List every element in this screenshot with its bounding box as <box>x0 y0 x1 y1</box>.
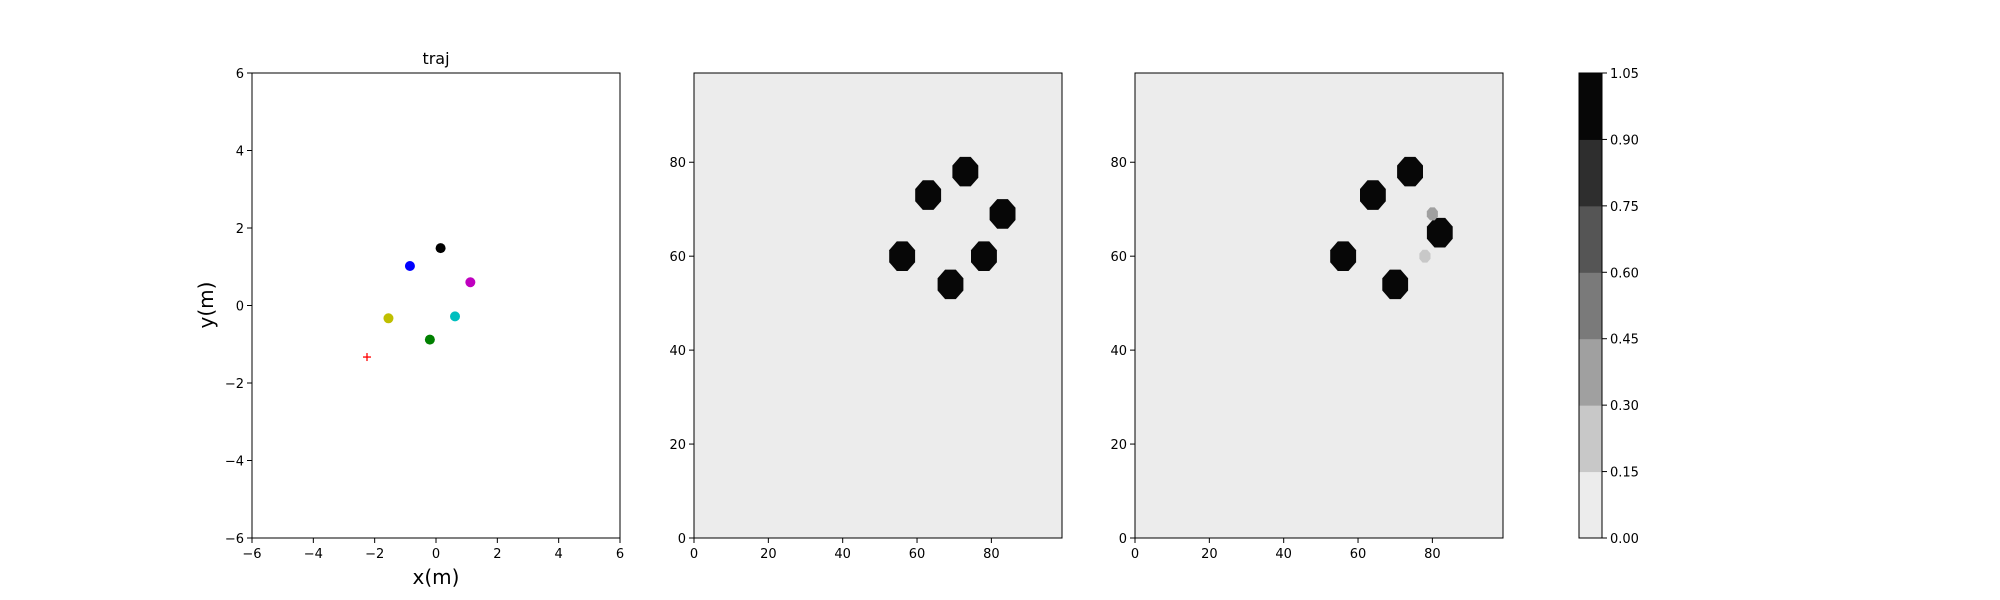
map-2-obstacle-blob <box>1397 156 1423 187</box>
map-1-frame <box>693 72 1063 539</box>
agent-point <box>383 313 394 324</box>
map-1-y-tick-label: 60 <box>669 250 686 265</box>
x-axis-label: x(m) <box>413 565 460 589</box>
map-1-obstacle-blob <box>937 269 964 300</box>
trajectory-y-tick-label: 2 <box>236 222 244 237</box>
colorbar-tick-label: 1.05 <box>1610 67 1639 82</box>
colorbar-segment <box>1579 471 1602 539</box>
map-2-y-tick-label: 60 <box>1110 250 1127 265</box>
map-1-obstacle-blob <box>971 241 997 271</box>
chart-title: traj <box>422 49 449 68</box>
colorbar-tick-label: 0.30 <box>1610 399 1639 414</box>
trajectory-x-tick-label: 4 <box>555 547 563 562</box>
map-2-obstacle-blob <box>1330 241 1357 271</box>
map-1-blobs <box>889 156 1016 300</box>
map-2-x-tick-label: 0 <box>1131 547 1139 562</box>
map-1-x-tick-label: 80 <box>983 547 1000 562</box>
trajectory-y-tick-label: 4 <box>236 145 244 160</box>
goal-marker <box>363 353 371 362</box>
map-1-x-tick-label: 40 <box>834 547 851 562</box>
map-1-y-tick-label: 0 <box>678 532 686 547</box>
map-2-y-tick-label: 80 <box>1110 156 1127 171</box>
trajectory-y-tick-label: 6 <box>236 67 244 82</box>
map-1-obstacle-blob <box>915 180 942 210</box>
trajectory-y-tick-label: −6 <box>225 532 244 547</box>
trajectory-panel: traj −6 −4 −2 0 2 4 6 −6 −4 −2 0 2 4 6 x(m) y(m) <box>194 49 624 589</box>
map-2-ticks: 0 20 40 60 80 0 20 40 60 80 <box>1110 156 1440 562</box>
trajectory-points <box>363 243 476 362</box>
trajectory-x-tick-label: 2 <box>493 547 501 562</box>
agent-point <box>424 334 435 345</box>
map-1-background <box>694 73 1062 538</box>
trajectory-x-tick-label: 6 <box>616 547 624 562</box>
map-1-obstacle-blob <box>989 199 1016 229</box>
map-2-x-tick-label: 40 <box>1275 547 1292 562</box>
colorbar-tick-label: 0.15 <box>1610 466 1639 481</box>
map-1-y-tick-label: 80 <box>669 156 686 171</box>
trajectory-plot-area <box>251 72 621 539</box>
map-2-blobs <box>1330 156 1453 300</box>
map-panel-2: 0 20 40 60 80 0 20 40 60 80 <box>1110 72 1504 562</box>
map-1-obstacle-blob <box>889 241 916 271</box>
map-2-obstacle-blob <box>1426 217 1453 248</box>
trajectory-y-tick-label: 0 <box>236 300 244 315</box>
map-2-obstacle-blob <box>1419 249 1431 263</box>
map-2-y-tick-label: 0 <box>1119 532 1127 547</box>
map-1-x-tick-label: 60 <box>909 547 926 562</box>
map-2-obstacle-blob <box>1360 180 1386 210</box>
map-1-y-tick-label: 20 <box>669 438 686 453</box>
map-1-x-tick-label: 20 <box>760 547 777 562</box>
map-panel-1: 0 20 40 60 80 0 20 40 60 80 <box>669 72 1063 562</box>
map-2-x-tick-label: 80 <box>1424 547 1441 562</box>
trajectory-x-tick-label: 0 <box>432 547 440 562</box>
agent-point <box>465 277 476 288</box>
map-2-y-tick-label: 40 <box>1110 344 1127 359</box>
map-1-obstacle-blob <box>952 156 979 187</box>
trajectory-x-tick-label: −4 <box>304 547 323 562</box>
colorbar-segment <box>1579 139 1602 207</box>
map-1-x-tick-label: 0 <box>690 547 698 562</box>
colorbar-segment <box>1579 338 1602 406</box>
map-2-y-tick-label: 20 <box>1110 438 1127 453</box>
map-2-x-tick-label: 60 <box>1350 547 1367 562</box>
colorbar-tick-label: 0.75 <box>1610 200 1639 215</box>
colorbar: 0.00 0.15 0.30 0.45 0.60 0.75 0.90 1.05 <box>1578 67 1639 547</box>
map-2-obstacle-blob <box>1426 207 1438 221</box>
map-2-x-tick-label: 20 <box>1201 547 1218 562</box>
colorbar-segment <box>1579 205 1602 273</box>
map-2-frame <box>1134 72 1504 539</box>
colorbar-segment <box>1579 405 1602 473</box>
trajectory-x-tick-label: −2 <box>365 547 384 562</box>
map-2-obstacle-blob <box>1382 269 1409 300</box>
colorbar-tick-label: 0.90 <box>1610 133 1639 148</box>
map-1-ticks: 0 20 40 60 80 0 20 40 60 80 <box>669 156 999 562</box>
map-1-y-tick-label: 40 <box>669 344 686 359</box>
trajectory-x-tick-label: −6 <box>242 547 261 562</box>
colorbar-segment <box>1579 272 1602 340</box>
colorbar-tick-label: 0.45 <box>1610 333 1639 348</box>
agent-point <box>435 243 446 254</box>
colorbar-segment <box>1579 73 1602 140</box>
agent-point <box>450 311 461 322</box>
colorbar-tick-label: 0.60 <box>1610 266 1639 281</box>
colorbar-frame <box>1578 72 1603 539</box>
trajectory-ticks: −6 −4 −2 0 2 4 6 −6 −4 −2 0 2 4 6 <box>225 67 624 562</box>
trajectory-y-tick-label: −4 <box>225 455 244 470</box>
y-axis-label: y(m) <box>194 282 218 329</box>
trajectory-y-tick-label: −2 <box>225 377 244 392</box>
colorbar-tick-label: 0.00 <box>1610 532 1639 547</box>
map-2-background <box>1135 73 1503 538</box>
agent-point <box>404 260 415 271</box>
